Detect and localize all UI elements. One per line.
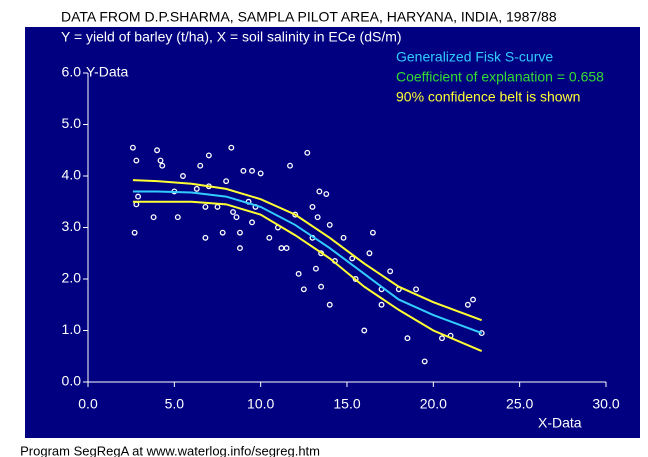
y-tick-label: 0.0 <box>62 373 82 389</box>
data-point <box>387 268 394 275</box>
data-point <box>202 203 209 210</box>
data-point <box>326 221 333 228</box>
data-point <box>464 301 471 308</box>
y-tick-label: 6.0 <box>62 64 82 80</box>
data-point <box>283 245 290 252</box>
curve <box>132 200 483 353</box>
data-point <box>378 301 385 308</box>
data-point <box>129 144 136 151</box>
data-point <box>257 170 264 177</box>
data-point <box>230 209 236 215</box>
chart-title: DATA FROM D.P.SHARMA, SAMPLA PILOT AREA,… <box>61 9 557 25</box>
y-tick-label: 4.0 <box>62 167 82 183</box>
data-point <box>223 178 230 185</box>
data-point <box>180 173 186 179</box>
x-tick-label: 15.0 <box>333 396 360 412</box>
data-point <box>150 214 157 221</box>
data-point <box>312 265 319 272</box>
data-point <box>439 335 445 342</box>
data-point <box>421 358 428 365</box>
data-point <box>154 147 161 154</box>
data-point <box>340 234 347 241</box>
data-point <box>205 152 212 159</box>
x-tick-label: 10.0 <box>247 396 274 412</box>
data-point <box>314 214 321 221</box>
data-point <box>202 234 209 241</box>
data-point <box>249 219 255 226</box>
legend-note: Coefficient of explanation = 0.658 <box>396 69 604 85</box>
data-point <box>470 296 476 303</box>
data-point <box>366 250 373 257</box>
y-tick-label: 2.0 <box>62 270 82 286</box>
x-tick-label: 20.0 <box>420 396 447 412</box>
legend-note: 90% confidence belt is shown <box>396 89 580 105</box>
data-point <box>300 286 307 293</box>
x-tick-label: 5.0 <box>165 396 185 412</box>
data-point <box>304 149 311 156</box>
y-axis-label: Y-Data <box>86 64 129 80</box>
data-point <box>287 162 293 169</box>
data-point <box>249 167 255 174</box>
data-point <box>131 229 138 236</box>
data-point <box>193 185 200 192</box>
data-point <box>135 193 142 200</box>
data-point <box>404 335 411 342</box>
plot-edge <box>25 437 640 438</box>
curve <box>132 190 483 335</box>
data-point <box>295 270 302 277</box>
data-point <box>236 229 243 236</box>
x-tick-label: 0.0 <box>78 396 98 412</box>
data-point <box>413 286 420 293</box>
data-point <box>236 245 243 252</box>
x-axis-label: X-Data <box>538 415 582 431</box>
data-point <box>369 229 376 236</box>
data-point <box>266 234 273 241</box>
data-point <box>133 157 140 164</box>
data-point <box>326 301 333 308</box>
data-point <box>240 167 247 174</box>
plot-background <box>25 27 640 438</box>
data-point <box>318 283 325 290</box>
data-point <box>157 157 164 164</box>
data-point <box>233 214 240 221</box>
y-tick-label: 3.0 <box>62 218 82 234</box>
data-point <box>219 229 226 236</box>
data-point <box>361 327 368 334</box>
x-tick-label: 25.0 <box>506 396 533 412</box>
footer: Program SegRegA at www.waterlog.info/seg… <box>20 443 320 457</box>
x-tick-label: 30.0 <box>592 396 619 412</box>
data-point <box>197 162 204 169</box>
subtitle: Y = yield of barley (t/ha), X = soil sal… <box>61 29 402 45</box>
y-tick-label: 1.0 <box>62 321 82 337</box>
data-point <box>316 188 323 195</box>
data-point <box>309 203 316 210</box>
data-point <box>228 144 235 151</box>
data-point <box>159 162 166 169</box>
data-point <box>323 191 330 197</box>
data-point <box>349 255 356 262</box>
data-point <box>174 214 181 221</box>
legend-note: Generalized Fisk S-curve <box>396 49 553 65</box>
curve <box>132 179 483 322</box>
y-tick-label: 5.0 <box>62 115 82 131</box>
